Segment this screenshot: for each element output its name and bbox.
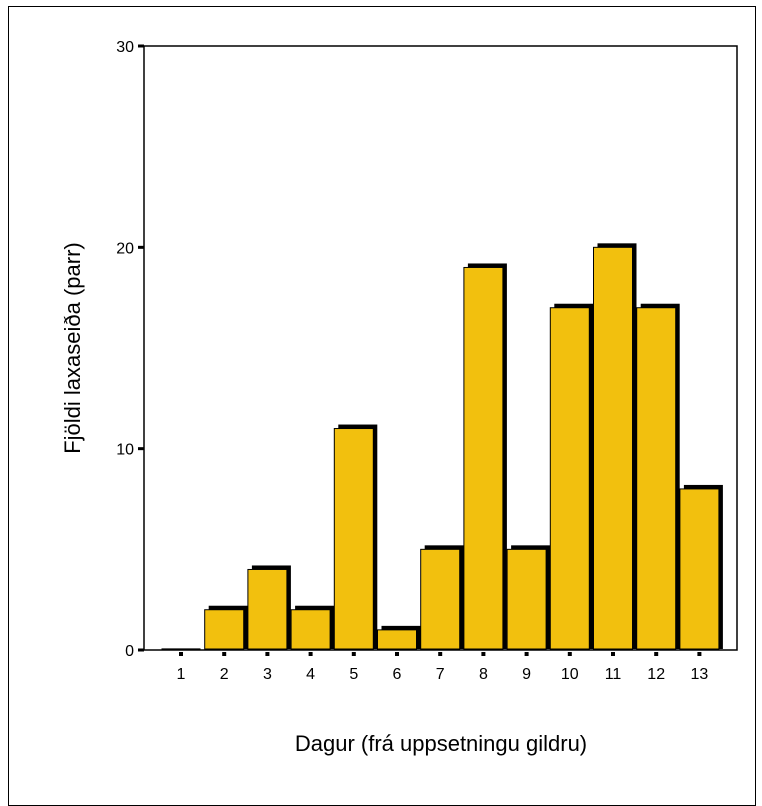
x-tick-label: 11 xyxy=(605,666,622,683)
x-axis-title: Dagur (frá uppsetningu gildru) xyxy=(295,731,587,756)
x-tick-label: 1 xyxy=(177,666,186,683)
y-tick-label: 10 xyxy=(116,442,134,459)
x-tick-label: 7 xyxy=(436,666,445,683)
bar xyxy=(333,428,374,650)
bar xyxy=(247,568,288,650)
x-tick-label: 5 xyxy=(349,666,358,683)
x-tick-label: 4 xyxy=(306,666,315,683)
y-tick-label: 30 xyxy=(116,39,134,56)
bar xyxy=(506,548,547,650)
x-tick-label: 8 xyxy=(479,666,488,683)
y-tick-label: 0 xyxy=(125,643,134,660)
bar xyxy=(463,266,504,650)
x-tick-label: 10 xyxy=(561,666,579,683)
y-tick-label: 20 xyxy=(116,240,134,257)
x-tick-label: 2 xyxy=(220,666,229,683)
x-tick-label: 13 xyxy=(691,666,709,683)
bar xyxy=(636,307,677,650)
x-tick-label: 6 xyxy=(393,666,402,683)
bar xyxy=(204,609,245,650)
bar xyxy=(549,307,590,650)
plot-border xyxy=(143,45,738,651)
x-tick-label: 9 xyxy=(522,666,531,683)
bar xyxy=(420,548,461,650)
x-tick-label: 12 xyxy=(647,666,665,683)
bar xyxy=(290,609,331,650)
bar xyxy=(593,246,633,650)
bar xyxy=(377,629,417,650)
y-axis-title: Fjöldi laxaseiða (parr) xyxy=(60,242,85,454)
bar xyxy=(679,488,720,650)
x-tick-label: 3 xyxy=(263,666,272,683)
